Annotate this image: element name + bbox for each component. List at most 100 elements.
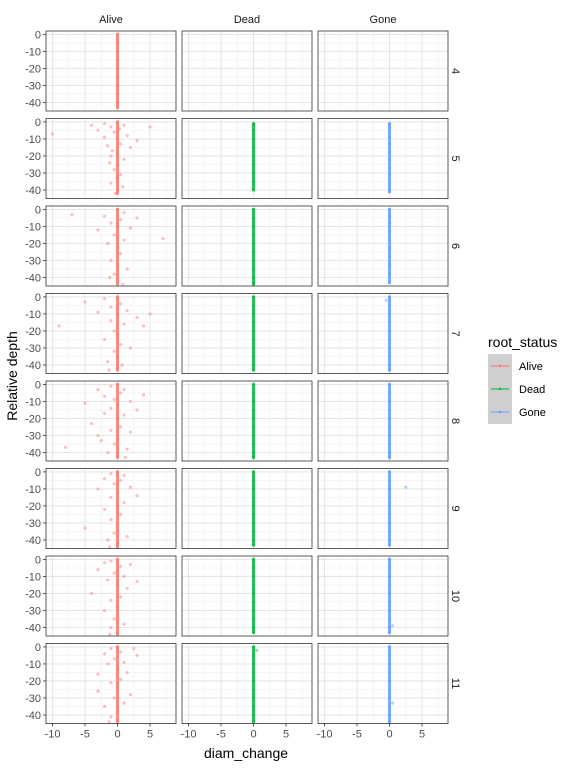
data-point (112, 482, 116, 486)
data-point (255, 648, 259, 652)
data-point (125, 447, 129, 451)
data-point (102, 704, 107, 709)
data-point (122, 211, 126, 215)
data-point (96, 310, 100, 314)
panel-background (182, 31, 312, 111)
x-tick-label: 5 (283, 729, 289, 741)
data-point (135, 315, 139, 319)
data-point (102, 337, 107, 342)
data-point (125, 308, 129, 313)
data-point (119, 173, 123, 177)
data-point (121, 282, 125, 286)
data-point (135, 216, 139, 220)
y-tick-label: -40 (25, 360, 41, 372)
data-point (50, 132, 55, 136)
data-point (112, 398, 116, 402)
panel-border (317, 205, 449, 287)
panel-background (182, 556, 312, 636)
y-tick-label: -20 (25, 151, 41, 163)
data-point (109, 495, 113, 500)
y-tick-label: -40 (25, 622, 41, 634)
panel-background (46, 381, 176, 461)
data-point (102, 477, 107, 481)
y-tick-label: 0 (35, 29, 41, 41)
legend-key-point (498, 387, 502, 391)
y-tick-label: -40 (25, 710, 41, 722)
data-point (109, 598, 113, 602)
legend-label-dead: Dead (519, 384, 545, 396)
panel-8-dead (181, 380, 313, 462)
x-tick-label: -5 (352, 729, 362, 741)
y-tick-label: 0 (35, 554, 41, 566)
data-point (70, 212, 74, 217)
y-tick-label: -20 (25, 588, 41, 600)
data-point (102, 214, 107, 218)
legend-key-point (498, 410, 502, 414)
data-point (109, 258, 113, 263)
panel-border (45, 118, 177, 199)
data-point (148, 125, 152, 129)
x-tick-label: 0 (114, 729, 120, 741)
x-tick-label: 5 (147, 729, 153, 741)
panel-background (46, 468, 176, 549)
facet-strip-row-11: 11 (449, 678, 461, 689)
data-point (109, 625, 113, 630)
data-point (119, 391, 123, 395)
y-tick-label: 0 (35, 204, 41, 216)
data-point (112, 657, 116, 661)
legend-label-gone: Gone (519, 407, 546, 419)
data-point (119, 677, 123, 681)
y-tick-label: -30 (25, 430, 41, 442)
data-point (109, 305, 113, 309)
facet-strip-row-10: 10 (449, 590, 461, 602)
data-point (122, 157, 126, 161)
panel-border (181, 293, 313, 374)
data-point (108, 275, 112, 280)
panel-8-gone (317, 380, 449, 462)
panel-10-dead (181, 555, 313, 637)
data-point (106, 578, 110, 582)
y-tick-label: -30 (25, 80, 41, 92)
x-axis-title: diam_change (204, 745, 288, 761)
panel-11-gone (317, 643, 449, 724)
data-point (102, 608, 107, 613)
x-tick-label: 5 (419, 729, 425, 741)
data-point (109, 428, 113, 432)
data-point (106, 538, 110, 542)
data-point (112, 617, 116, 621)
y-tick-label: -10 (25, 571, 41, 583)
panel-border (45, 205, 177, 287)
facet-strip-row-4: 4 (449, 68, 461, 74)
data-point (122, 701, 126, 705)
data-point (112, 696, 116, 700)
data-point (109, 472, 113, 476)
data-point (102, 394, 107, 398)
panel-background (318, 206, 448, 286)
panel-background (46, 206, 176, 286)
facet-strip-row-6: 6 (449, 243, 461, 249)
y-tick-label: -20 (25, 63, 41, 75)
data-point (135, 579, 139, 584)
data-point (112, 571, 116, 575)
x-tick-label: -5 (216, 729, 226, 741)
data-point (119, 142, 123, 146)
data-point (108, 161, 112, 165)
panel-background (182, 206, 312, 286)
data-point (109, 221, 113, 225)
data-point (106, 144, 110, 148)
panel-background (46, 293, 176, 374)
panel-6-alive (45, 205, 177, 287)
data-point (128, 692, 133, 697)
data-point (122, 574, 126, 579)
panel-border (45, 555, 177, 637)
data-point (106, 662, 110, 666)
data-point (109, 406, 113, 410)
data-point (83, 401, 87, 405)
data-point (119, 478, 123, 483)
data-point (102, 297, 107, 301)
data-point (125, 670, 129, 675)
y-tick-label: -40 (25, 185, 41, 197)
data-point (128, 226, 133, 230)
panel-background (182, 293, 312, 374)
